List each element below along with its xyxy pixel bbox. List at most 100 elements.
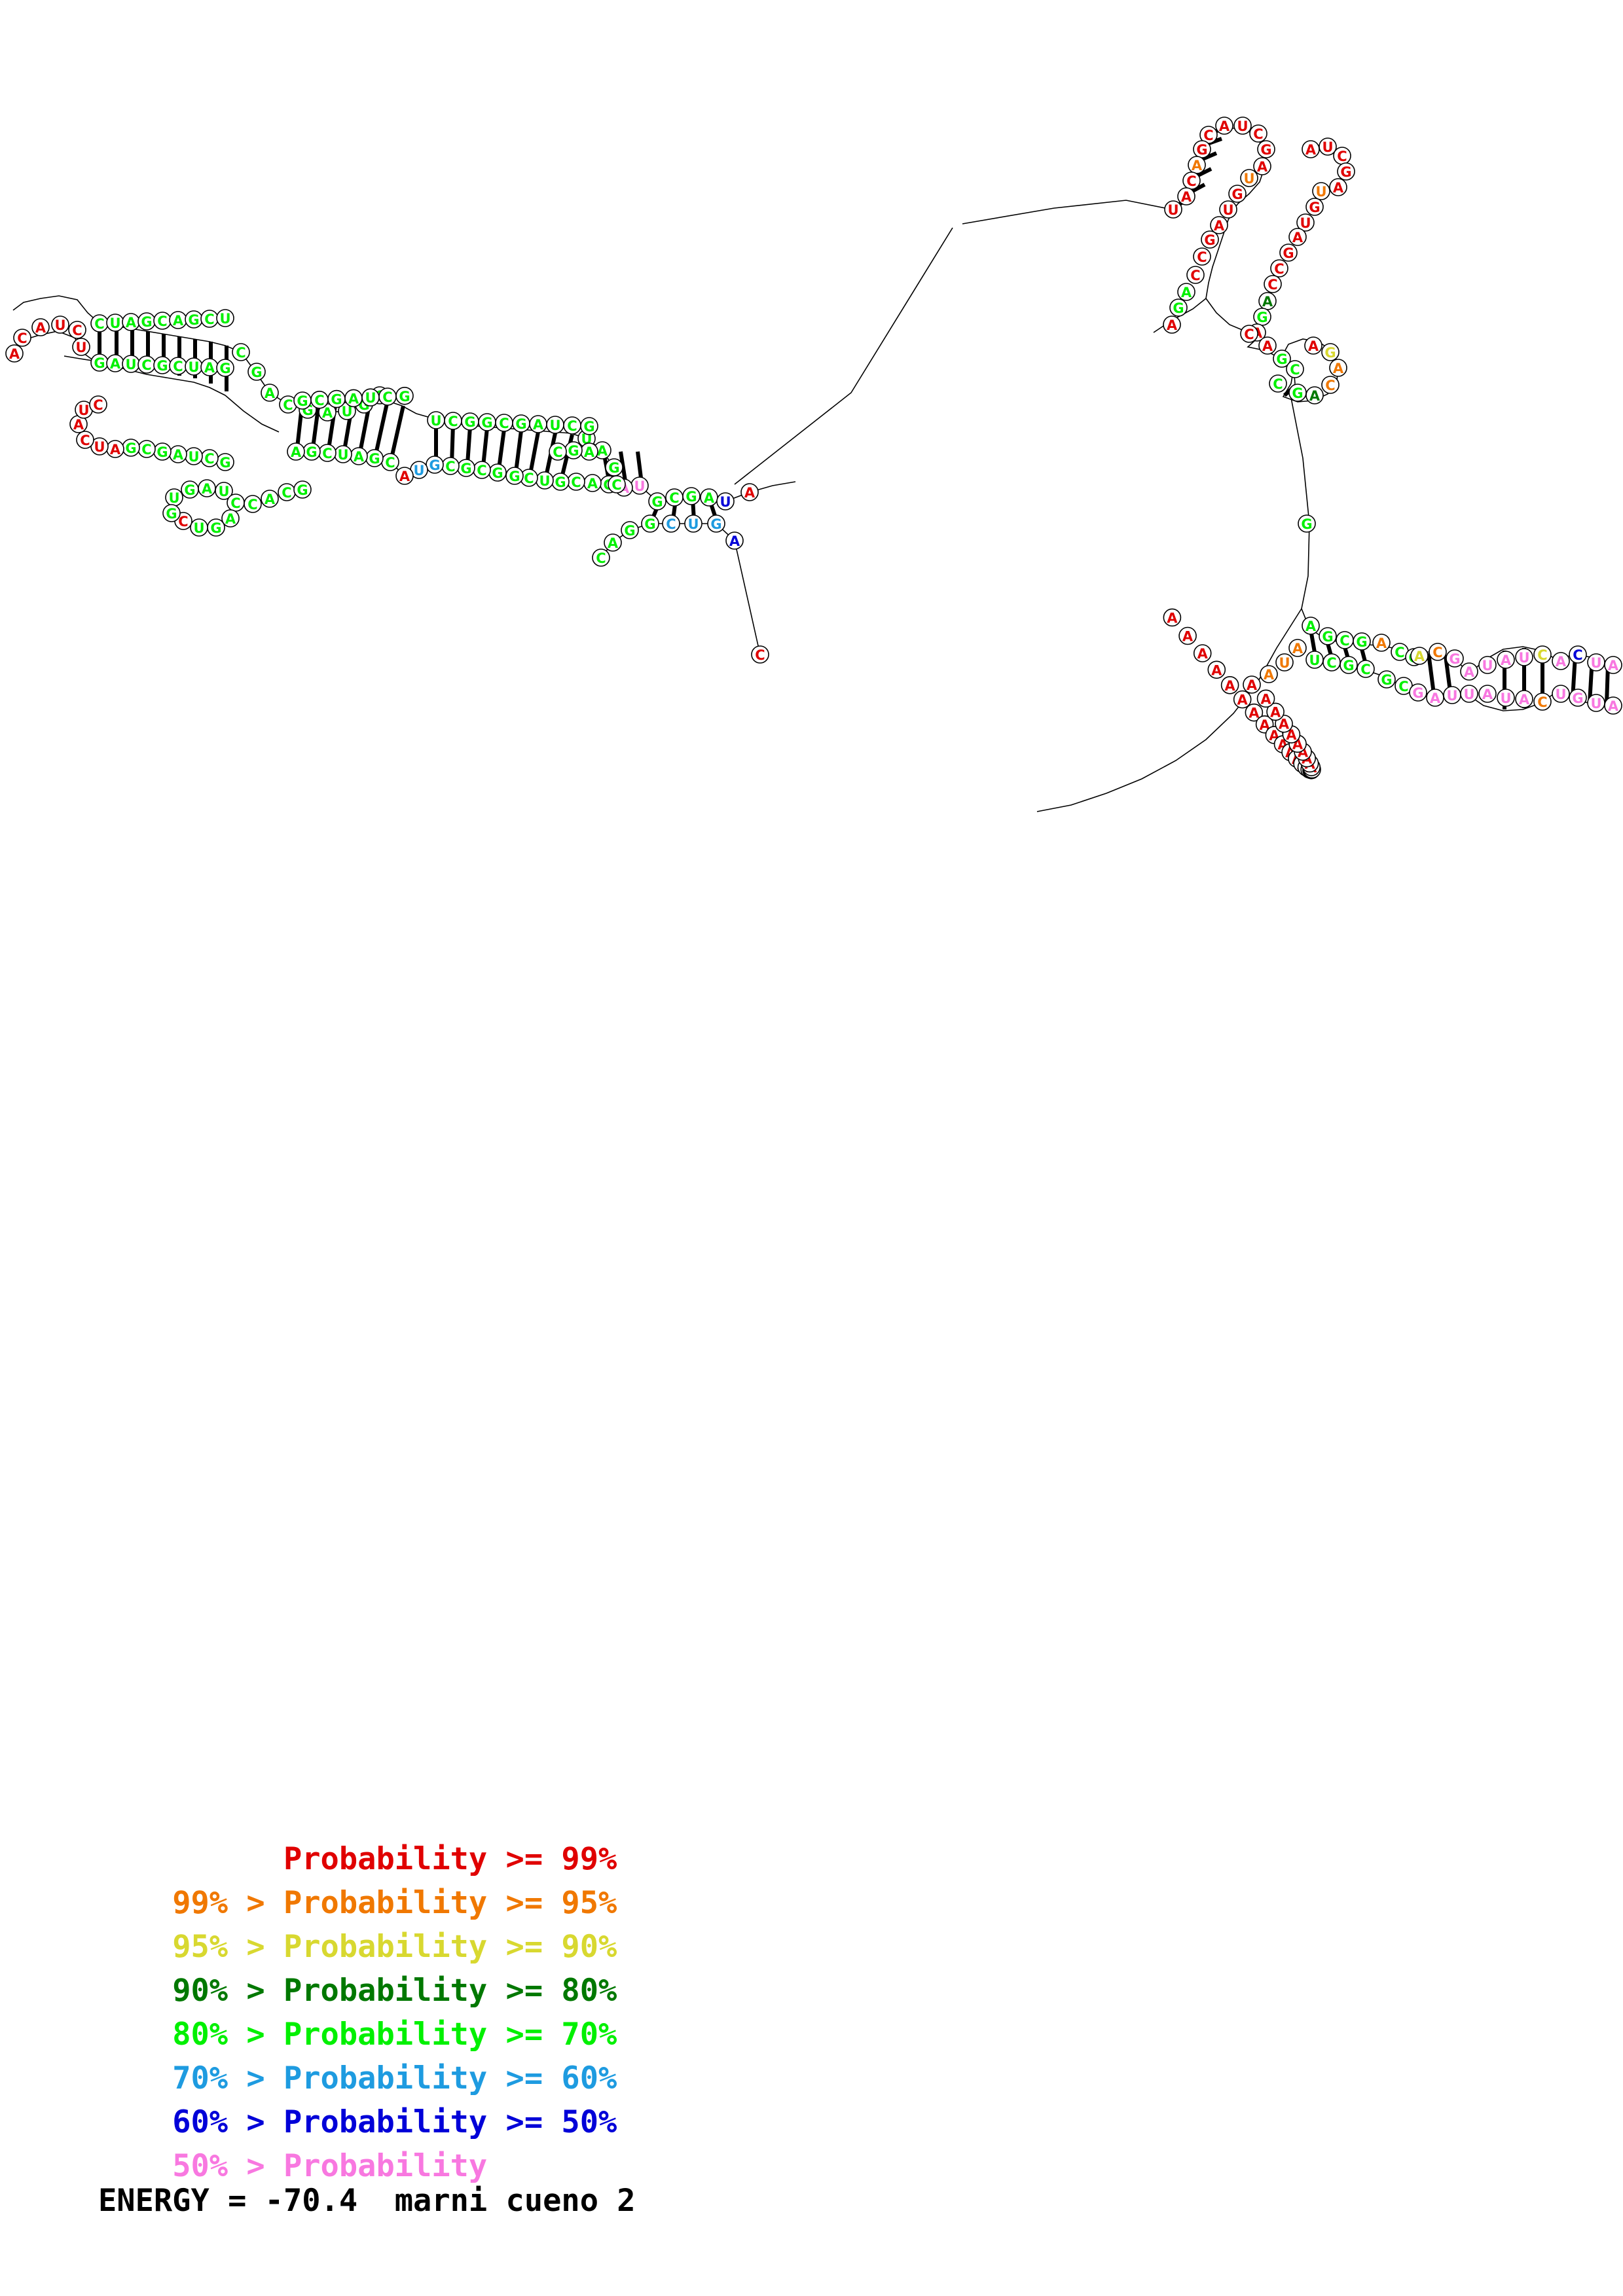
nucleotide-lr-loop-18: C	[1569, 645, 1587, 664]
svg-text:A: A	[1219, 118, 1230, 134]
svg-text:U: U	[430, 413, 441, 429]
svg-text:C: C	[204, 451, 214, 467]
nucleotide-lr-loop-21: U	[1587, 694, 1605, 712]
nucleotide-2: A	[725, 531, 744, 550]
legend-row: Probability >= 99%	[0, 1793, 1623, 1877]
nucleotide-sm-hp-3: C	[1269, 374, 1287, 393]
svg-text:A: A	[1279, 717, 1290, 732]
svg-text:A: A	[1249, 706, 1260, 721]
nucleotide-ur-hp-8: A	[1188, 156, 1206, 174]
svg-text:G: G	[1292, 386, 1303, 401]
nucleotide-rh-top-0: U	[427, 411, 445, 429]
svg-text:C: C	[524, 471, 534, 486]
nucleotide-ur-hp-7: G	[1193, 140, 1211, 158]
svg-text:A: A	[73, 417, 84, 433]
svg-text:G: G	[685, 489, 697, 505]
nucleotide-lr-5p-12: C	[1395, 677, 1413, 695]
nucleotide-28: C	[441, 457, 460, 475]
nucleotide-20: C	[567, 473, 585, 491]
nucleotide-lstem-bot-0: G	[90, 353, 109, 372]
nucleotide-37: G	[302, 442, 321, 461]
nucleotide-polyA-5: A	[1233, 690, 1252, 709]
nucleotide-lowleft-hp-5: A	[221, 509, 240, 528]
nucleotide-sm-hp-4: C	[1286, 360, 1304, 378]
nucleotide-ur-hp-10: A	[1177, 187, 1195, 206]
nucleotide-14: U	[716, 492, 735, 511]
svg-text:A: A	[1167, 317, 1178, 333]
svg-text:A: A	[1181, 189, 1192, 205]
svg-text:A: A	[533, 417, 544, 433]
svg-text:G: G	[1301, 516, 1312, 532]
svg-text:A: A	[35, 320, 46, 336]
svg-text:C: C	[1432, 645, 1442, 660]
nucleotide-conn-0: C	[244, 495, 262, 513]
svg-text:G: G	[331, 392, 342, 408]
rna-structure-panel: CAGUCGGACGCGAUAUAGACGUCGGCGCGUACGAUCGAGC…	[5, 117, 1622, 812]
svg-text:A: A	[1167, 610, 1178, 626]
svg-text:G: G	[297, 393, 308, 409]
nucleotide-loop-left-1: C	[13, 329, 31, 347]
svg-text:C: C	[499, 416, 509, 431]
nucleotide-3p-tail-3: A	[1163, 315, 1181, 334]
svg-text:C: C	[1360, 662, 1370, 677]
nucleotide-49: A	[69, 415, 88, 433]
nucleotide-lstem-top-0: C	[90, 314, 109, 332]
svg-text:C: C	[93, 397, 103, 413]
svg-text:C: C	[322, 446, 332, 461]
svg-text:A: A	[1257, 159, 1268, 175]
nucleotide-45: G	[122, 439, 140, 457]
nucleotide-lr-loop-2: G	[1446, 649, 1464, 668]
nucleotide-iloop-4: A	[580, 442, 598, 461]
nucleotide-3p-tail-1: A	[1177, 283, 1195, 301]
svg-text:G: G	[1343, 658, 1354, 673]
nucleotide-rh-top-6: A	[529, 415, 547, 433]
svg-text:U: U	[1222, 202, 1233, 218]
nucleotide-lr-loop-20: U	[1587, 653, 1605, 672]
legend-row: 95% > Probability >= 90%	[0, 1881, 1623, 1965]
legend-row: 80% > Probability >= 70%	[0, 1969, 1623, 2053]
nucleotide-rh-top-1: C	[444, 412, 462, 430]
svg-text:G: G	[156, 444, 168, 460]
nucleotide-lr-loop-3: G	[1409, 683, 1427, 702]
svg-text:A: A	[1501, 653, 1512, 668]
svg-text:C: C	[596, 550, 606, 566]
nucleotide-rh-top-7: U	[546, 416, 564, 434]
nucleotide-ur-hp-13: U	[1219, 200, 1237, 219]
nucleotide-40: C	[200, 449, 219, 467]
svg-text:U: U	[188, 359, 199, 375]
svg-text:U: U	[78, 403, 89, 418]
svg-text:U: U	[54, 317, 65, 333]
svg-text:G: G	[460, 461, 471, 476]
svg-text:A: A	[1262, 294, 1273, 310]
svg-text:A: A	[1333, 180, 1344, 196]
svg-text:A: A	[291, 444, 302, 460]
svg-text:G: G	[651, 494, 663, 510]
svg-text:A: A	[204, 360, 215, 376]
nucleotide-polyA-6: A	[1245, 703, 1264, 722]
nucleotide-ur-hp-6: U	[1240, 169, 1258, 187]
legend-label-7: 50% > Probability	[172, 2148, 488, 2184]
svg-text:C: C	[230, 495, 240, 511]
svg-text:A: A	[1264, 667, 1275, 683]
legend-row: 70% > Probability >= 60%	[0, 2013, 1623, 2096]
svg-text:C: C	[1186, 173, 1196, 189]
nucleotide-lr-loop-7: U	[1460, 685, 1478, 703]
nucleotide-iloop-6: C	[549, 442, 567, 461]
nucleotide-sm-hp-7: C	[1321, 376, 1340, 394]
svg-text:U: U	[188, 449, 199, 465]
legend-label-4: 80% > Probability >= 70%	[172, 2017, 617, 2053]
nucleotide-25: G	[488, 463, 507, 482]
svg-text:C: C	[567, 418, 577, 434]
svg-text:C: C	[157, 314, 167, 329]
svg-text:C: C	[571, 475, 581, 490]
svg-text:C: C	[445, 459, 455, 475]
nucleotide-lowleft-hp-4: C	[227, 493, 245, 512]
nucleotide-rh-top-9: G	[580, 417, 598, 435]
svg-text:C: C	[666, 516, 676, 532]
nucleotide-mid-top-2: G	[327, 389, 346, 408]
svg-text:A: A	[1224, 678, 1235, 694]
nucleotide-32: C	[381, 453, 399, 471]
nucleotide-lr-5p-4: A	[1372, 634, 1391, 652]
nucleotide-3p-tail-0: C	[1186, 266, 1205, 284]
svg-text:C: C	[80, 433, 90, 448]
